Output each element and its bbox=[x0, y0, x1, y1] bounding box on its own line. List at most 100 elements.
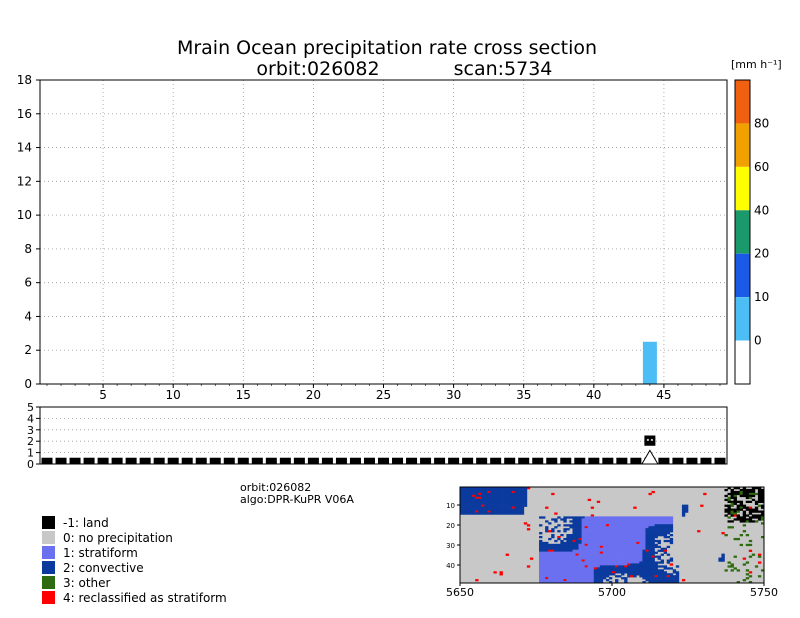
map-cell bbox=[599, 518, 604, 521]
flag-cell bbox=[560, 457, 572, 464]
map-cell bbox=[575, 563, 579, 566]
map-cell bbox=[663, 581, 668, 584]
map-cell bbox=[475, 510, 479, 513]
map-cell bbox=[472, 502, 476, 505]
map-cell bbox=[569, 573, 573, 576]
map-cell bbox=[593, 555, 598, 558]
map-cell bbox=[745, 569, 750, 572]
map-cell bbox=[596, 535, 601, 539]
map-cell bbox=[599, 530, 604, 533]
map-cell bbox=[590, 514, 595, 517]
map-cell bbox=[745, 500, 750, 503]
map-cell bbox=[642, 571, 646, 574]
map-cell bbox=[478, 498, 482, 502]
map-cell bbox=[612, 561, 616, 564]
map-cell bbox=[757, 494, 762, 498]
map-cell bbox=[605, 547, 610, 550]
map-cell bbox=[557, 579, 561, 582]
map-cell bbox=[724, 534, 728, 537]
map-cell bbox=[615, 575, 619, 578]
map-cell bbox=[487, 487, 491, 490]
map-cell bbox=[566, 547, 570, 550]
map-cell bbox=[566, 534, 570, 537]
map-cell bbox=[566, 563, 570, 566]
map-cell bbox=[605, 526, 610, 529]
map-cell bbox=[469, 502, 473, 505]
map-cell bbox=[642, 532, 646, 535]
map-cell bbox=[590, 551, 595, 554]
map-cell bbox=[545, 557, 549, 560]
map-cell bbox=[736, 581, 740, 584]
map-cell bbox=[757, 575, 762, 578]
map-cell bbox=[545, 569, 549, 572]
map-cell bbox=[615, 551, 619, 554]
map-cell bbox=[627, 549, 631, 552]
map-cell bbox=[627, 575, 631, 578]
map-cell bbox=[545, 530, 549, 533]
map-cell bbox=[575, 530, 579, 533]
map-cell bbox=[578, 555, 582, 558]
map-cell bbox=[633, 543, 637, 547]
map-cell bbox=[657, 530, 661, 533]
map-cell bbox=[563, 559, 567, 562]
map-cell bbox=[478, 512, 482, 515]
map-cell bbox=[748, 518, 753, 521]
map-cell bbox=[560, 555, 564, 558]
legend-label: 4: reclassified as stratiform bbox=[63, 591, 227, 605]
map-cell bbox=[569, 526, 573, 529]
flag-cell bbox=[546, 457, 558, 464]
map-cell bbox=[587, 518, 592, 521]
map-cell bbox=[505, 496, 509, 500]
map-cell bbox=[499, 502, 503, 505]
map-cell bbox=[520, 490, 525, 494]
map-cell bbox=[587, 551, 592, 554]
map-cell bbox=[475, 506, 479, 509]
map-cell bbox=[575, 569, 579, 572]
map-cell bbox=[615, 537, 619, 541]
map-cell bbox=[630, 524, 634, 527]
map-cell bbox=[502, 492, 506, 496]
map-cell bbox=[681, 512, 686, 515]
map-cell bbox=[651, 575, 655, 578]
map-cell bbox=[612, 539, 616, 543]
map-cell bbox=[718, 557, 722, 560]
map-cell bbox=[645, 530, 649, 533]
map-cell bbox=[615, 534, 619, 537]
map-cell bbox=[757, 518, 762, 521]
map-cell bbox=[639, 563, 643, 566]
map-cell bbox=[636, 559, 640, 562]
map-cell bbox=[590, 522, 595, 525]
map-cell bbox=[551, 573, 555, 576]
map-cell bbox=[472, 500, 476, 503]
map-cell bbox=[572, 547, 576, 550]
map-cell bbox=[569, 557, 573, 560]
map-cell bbox=[621, 549, 625, 552]
map-cell bbox=[633, 539, 637, 543]
map-cell bbox=[496, 494, 500, 498]
map-cell bbox=[460, 500, 464, 503]
map-cell bbox=[624, 530, 628, 533]
map-cell bbox=[612, 573, 616, 576]
map-cell bbox=[742, 510, 747, 513]
map-cell bbox=[654, 581, 658, 584]
map-cell bbox=[551, 528, 555, 531]
map-cell bbox=[596, 534, 601, 537]
map-cell bbox=[578, 535, 582, 539]
map-cell bbox=[593, 551, 598, 554]
map-cell bbox=[563, 565, 567, 568]
map-cell bbox=[539, 524, 543, 527]
map-cell bbox=[599, 569, 604, 572]
map-cell bbox=[748, 543, 753, 547]
flag-cell bbox=[153, 457, 165, 464]
map-cell bbox=[642, 551, 646, 554]
map-cell bbox=[651, 539, 655, 543]
map-cell bbox=[569, 534, 573, 537]
map-cell bbox=[493, 496, 497, 500]
map-cell bbox=[478, 504, 482, 507]
map-cell bbox=[663, 532, 668, 535]
map-cell bbox=[572, 565, 576, 568]
map-cell bbox=[548, 563, 552, 566]
map-cell bbox=[587, 579, 592, 582]
map-cell bbox=[460, 487, 464, 490]
flag-cell bbox=[237, 457, 249, 464]
